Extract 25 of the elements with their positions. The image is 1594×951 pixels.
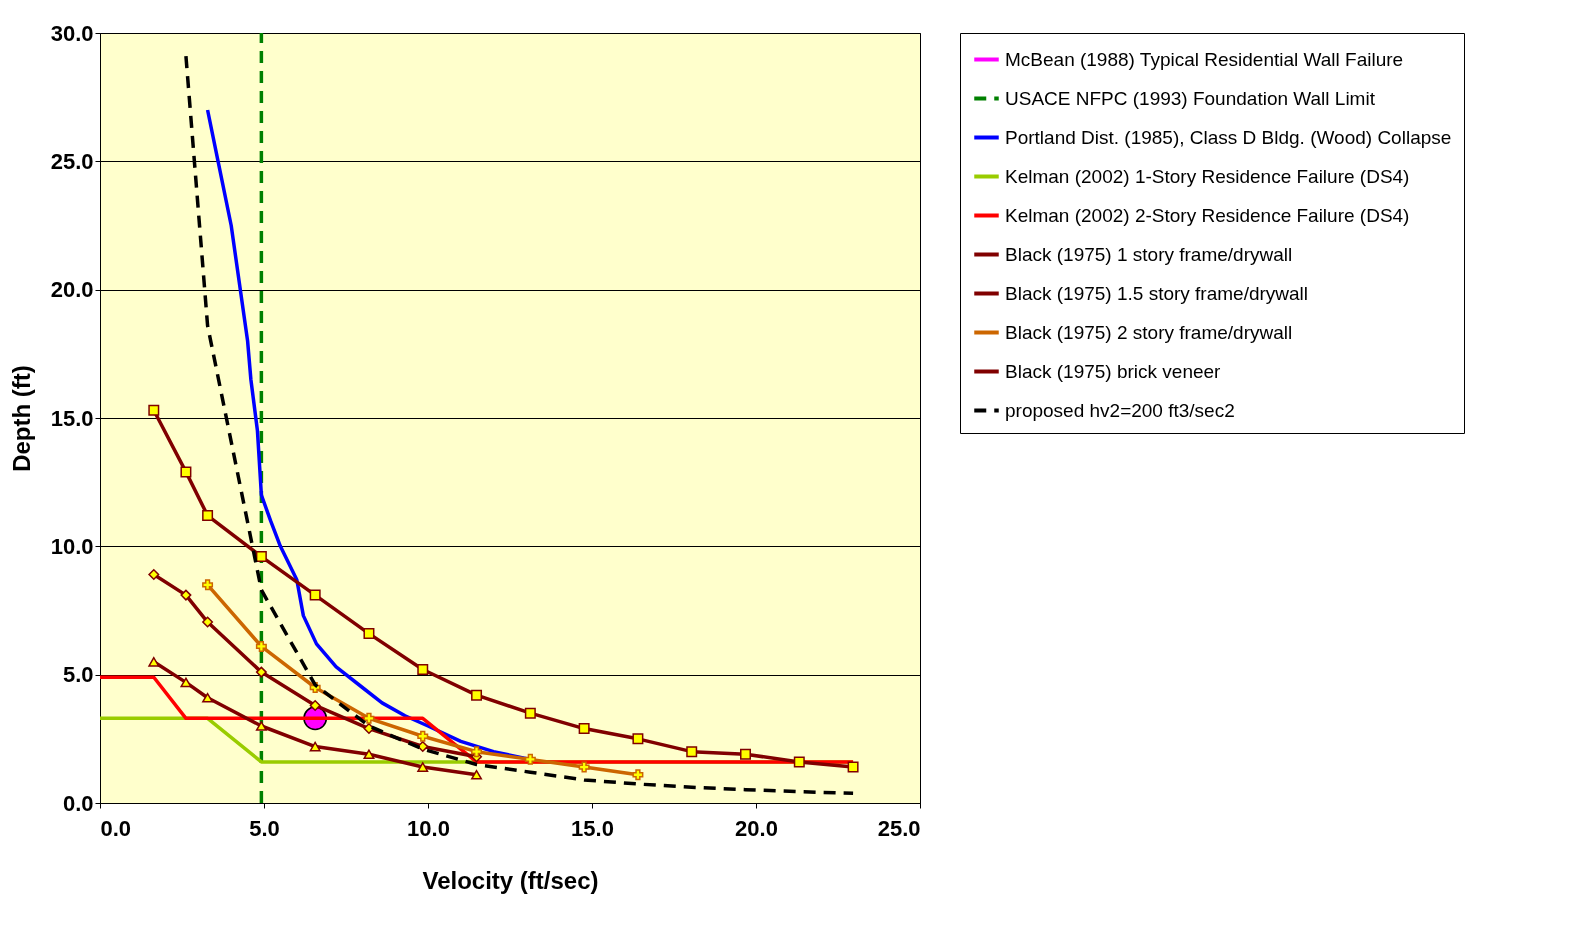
legend-label: Black (1975) 2 story frame/drywall — [1005, 321, 1293, 343]
x-tick-label: 25.0 — [877, 815, 921, 841]
legend-label: Portland Dist. (1985), Class D Bldg. (Wood) Collapse — [1005, 126, 1452, 148]
y-tick-label: 0.0 — [62, 790, 94, 816]
x-axis-title: Velocity (ft/sec) — [422, 866, 599, 894]
legend-label: Kelman (2002) 1-Story Residence Failure (DS4) — [1005, 165, 1410, 187]
legend-label: Black (1975) brick veneer — [1005, 360, 1222, 382]
legend-label: Black (1975) 1 story frame/drywall — [1005, 243, 1293, 265]
y-tick-label: 30.0 — [50, 20, 94, 46]
y-tick-label: 5.0 — [62, 662, 94, 688]
y-tick-label: 10.0 — [50, 533, 94, 559]
x-tick-label: 0.0 — [100, 815, 132, 841]
x-tick-label: 5.0 — [249, 815, 280, 841]
legend-label: Kelman (2002) 2-Story Residence Failure (DS4) — [1005, 204, 1410, 226]
y-tick-label: 25.0 — [50, 148, 94, 174]
legend-label: Black (1975) 1.5 story frame/drywall — [1005, 282, 1309, 304]
x-tick-label: 20.0 — [735, 815, 778, 841]
y-axis-title: Depth (ft) — [7, 365, 35, 472]
x-tick-label: 10.0 — [407, 815, 450, 841]
y-tick-label: 20.0 — [50, 277, 94, 303]
legend-label: McBean (1988) Typical Residential Wall Failure — [1005, 48, 1404, 70]
legend-label: proposed hv2=200 ft3/sec2 — [1005, 399, 1235, 421]
y-tick-label: 15.0 — [50, 405, 94, 431]
legend-label: USACE NFPC (1993) Foundation Wall Limit — [1005, 87, 1376, 109]
x-tick-label: 15.0 — [571, 815, 614, 841]
